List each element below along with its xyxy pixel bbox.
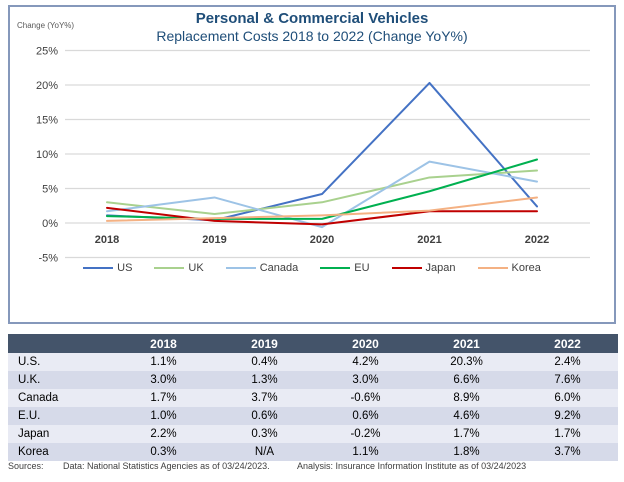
table-column-header-2020: 2020 (315, 334, 416, 353)
table-row-uk: U.K. 3.0% 1.3% 3.0% 6.6% 7.6% (8, 371, 618, 389)
legend-line-swatch (391, 266, 422, 270)
chart-subtitle: Replacement Costs 2018 to 2022 (Change Y… (156, 28, 468, 44)
series-line-japan (106, 206, 538, 226)
analysis-source-note: Analysis: Insurance Information Institut… (297, 461, 527, 471)
table-cell-value: 1.7% (517, 425, 618, 443)
y-axis-caption: Change (YoY%) (17, 21, 75, 30)
table-cell-value: N/A (214, 443, 315, 461)
legend-label: EU (354, 262, 370, 274)
legend-line-swatch (477, 266, 508, 270)
table-row-japan: Japan 2.2% 0.3% -0.2% 1.7% 1.7% (8, 425, 618, 443)
table-cell-value: 0.3% (113, 443, 214, 461)
legend-item-canada: Canada (225, 262, 299, 274)
table-cell-value: 8.9% (416, 389, 517, 407)
legend-label: US (117, 262, 133, 274)
legend-label: Korea (511, 262, 541, 274)
legend-item-eu: EU (320, 262, 370, 274)
table-cell-value: 9.2% (517, 407, 618, 425)
chart-title-block: Personal & Commercial Vehicles Replaceme… (10, 10, 614, 45)
line-chart: 25% 20% 15% 10% 5% 0% -5% 2018 2019 2020 2021 2022 (36, 46, 590, 265)
y-axis-tick-label: 25% (36, 46, 58, 58)
y-axis-tick-label: 20% (36, 80, 58, 92)
table-row-korea: Korea 0.3% N/A 1.1% 1.8% 3.7% (8, 443, 618, 461)
table-cell-value: 0.6% (214, 407, 315, 425)
series-line-uk (106, 169, 538, 216)
row-label: Canada (8, 389, 113, 407)
table-cell-value: 1.1% (113, 353, 214, 371)
values-table: 2018 2019 2020 2021 2022 U.S. 1.1% 0.4% 4.2% 20.… (8, 334, 618, 461)
table-cell-value: -0.2% (315, 425, 416, 443)
legend-label: Japan (425, 262, 456, 274)
series-line-korea (106, 196, 538, 222)
table-cell-value: 1.0% (113, 407, 214, 425)
series-line-eu (106, 158, 538, 220)
table-cell-value: 3.0% (315, 371, 416, 389)
chart-panel: 25% 20% 15% 10% 5% 0% -5% 2018 2019 2020 2021 2022 … (8, 5, 616, 324)
y-axis-tick-label: 5% (42, 184, 58, 196)
data-source-note: Data: National Statistics Agencies as of… (63, 461, 270, 471)
sources-label: Sources: (8, 461, 44, 471)
sources-footer: Sources: Data: National Statistics Agenc… (0, 461, 624, 475)
table-cell-value: 0.6% (315, 407, 416, 425)
table-cell-value: 1.8% (416, 443, 517, 461)
row-label: Korea (8, 443, 113, 461)
y-axis-tick-label: 0% (42, 218, 58, 230)
x-axis-tick-label: 2022 (525, 234, 549, 246)
table-cell-value: 4.2% (315, 353, 416, 371)
legend-item-uk: UK (154, 262, 204, 274)
table-cell-value: 6.6% (416, 371, 517, 389)
table-row-us: U.S. 1.1% 0.4% 4.2% 20.3% 2.4% (8, 353, 618, 371)
legend-label: Canada (259, 262, 299, 274)
series-line-canada (106, 160, 538, 229)
table-column-header-2021: 2021 (416, 334, 517, 353)
x-axis-tick-label: 2018 (95, 234, 119, 246)
table-column-header-2018: 2018 (113, 334, 214, 353)
table-cell-value: 3.7% (517, 443, 618, 461)
table-cell-value: 0.3% (214, 425, 315, 443)
table-row-canada: Canada 1.7% 3.7% -0.6% 8.9% 6.0% (8, 389, 618, 407)
table-cell-value: 1.7% (113, 389, 214, 407)
table-cell-value: 1.7% (416, 425, 517, 443)
legend-line-swatch (83, 266, 114, 270)
series-line-us (106, 81, 538, 222)
table-cell-value: 2.4% (517, 353, 618, 371)
table-column-header-2019: 2019 (214, 334, 315, 353)
table-row-eu: E.U. 1.0% 0.6% 0.6% 4.6% 9.2% (8, 407, 618, 425)
table-cell-value: 0.4% (214, 353, 315, 371)
table-cell-value: 7.6% (517, 371, 618, 389)
table-cell-value: 20.3% (416, 353, 517, 371)
legend-item-japan: Japan (391, 262, 456, 274)
table-cell-value: 1.3% (214, 371, 315, 389)
table-header-row: 2018 2019 2020 2021 2022 (8, 334, 618, 353)
table-column-header-blank (8, 334, 113, 353)
legend-line-swatch (154, 266, 185, 270)
table-cell-value: 3.7% (214, 389, 315, 407)
legend-item-us: US (83, 262, 132, 274)
table-cell-value: 1.1% (315, 443, 416, 461)
table-cell-value: 2.2% (113, 425, 214, 443)
x-axis-tick-label: 2021 (417, 234, 441, 246)
table-cell-value: 3.0% (113, 371, 214, 389)
table-cell-value: 6.0% (517, 389, 618, 407)
x-axis-tick-label: 2019 (202, 234, 226, 246)
row-label: U.K. (8, 371, 113, 389)
table-column-header-2022: 2022 (517, 334, 618, 353)
table-cell-value: -0.6% (315, 389, 416, 407)
legend-line-swatch (225, 266, 256, 270)
chart-legend: US UK Canada EU Japan Korea (10, 262, 614, 274)
x-axis-tick-label: 2020 (310, 234, 334, 246)
legend-label: UK (188, 262, 204, 274)
y-axis-tick-label: 15% (36, 115, 58, 127)
legend-item-korea: Korea (477, 262, 541, 274)
legend-line-swatch (320, 266, 351, 270)
chart-title: Personal & Commercial Vehicles (195, 10, 429, 27)
table-cell-value: 4.6% (416, 407, 517, 425)
y-axis-tick-label: 10% (36, 149, 58, 161)
row-label: Japan (8, 425, 113, 443)
row-label: E.U. (8, 407, 113, 425)
row-label: U.S. (8, 353, 113, 371)
y-axis-tick-label: -5% (38, 253, 58, 265)
